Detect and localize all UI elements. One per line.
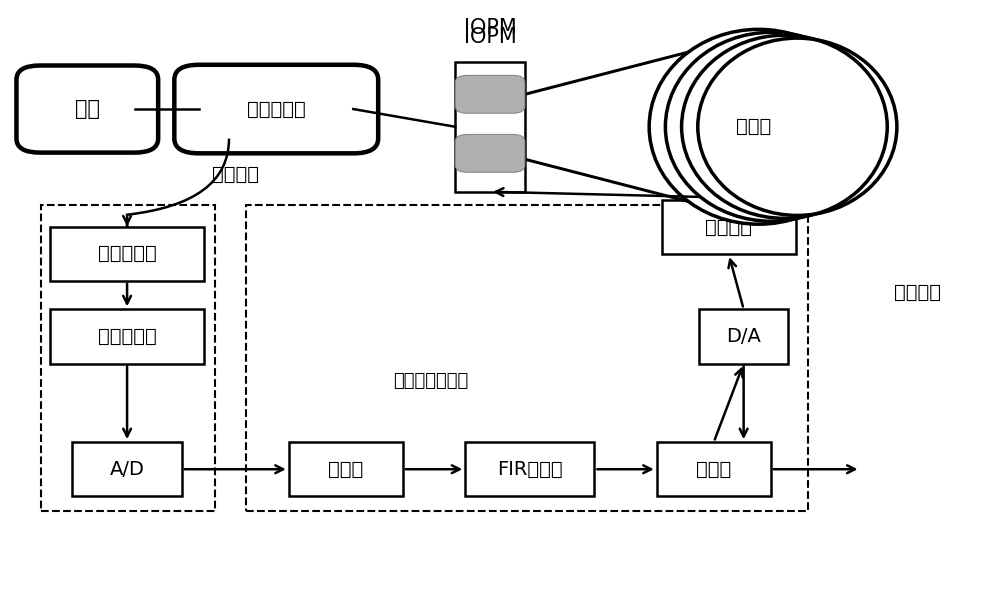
Ellipse shape: [649, 29, 868, 224]
Text: 光纤耦合器: 光纤耦合器: [247, 100, 306, 119]
FancyBboxPatch shape: [16, 66, 158, 153]
Bar: [465, 442, 594, 496]
Ellipse shape: [665, 32, 878, 221]
Ellipse shape: [682, 35, 887, 218]
FancyBboxPatch shape: [455, 135, 525, 172]
Bar: [657, 442, 771, 496]
Text: D/A: D/A: [726, 327, 761, 346]
Text: 数字输出处理器: 数字输出处理器: [393, 372, 468, 390]
Text: 光纤环: 光纤环: [736, 117, 771, 136]
Bar: [72, 442, 182, 496]
Text: 低通滤波器: 低通滤波器: [98, 327, 156, 346]
Text: 光电探测器: 光电探测器: [98, 244, 156, 263]
Bar: [50, 226, 204, 281]
Bar: [50, 309, 204, 364]
Text: 前向通道: 前向通道: [212, 164, 259, 184]
Bar: [662, 200, 796, 254]
Bar: [289, 442, 403, 496]
Text: IOPM: IOPM: [464, 18, 516, 38]
Bar: [246, 204, 808, 511]
Text: IOPM: IOPM: [464, 27, 516, 47]
Text: 控制器: 控制器: [696, 460, 731, 479]
Text: 解调器: 解调器: [328, 460, 363, 479]
Text: 驱动电路: 驱动电路: [705, 218, 752, 237]
FancyBboxPatch shape: [455, 76, 525, 113]
Text: 光源: 光源: [75, 99, 100, 119]
Text: FIR滤波器: FIR滤波器: [497, 460, 563, 479]
Ellipse shape: [698, 38, 897, 215]
Text: 反馈通道: 反馈通道: [894, 283, 941, 302]
Bar: [455, 62, 525, 192]
Bar: [699, 309, 788, 364]
Text: A/D: A/D: [110, 460, 145, 479]
Bar: [41, 204, 215, 511]
FancyBboxPatch shape: [174, 65, 378, 153]
